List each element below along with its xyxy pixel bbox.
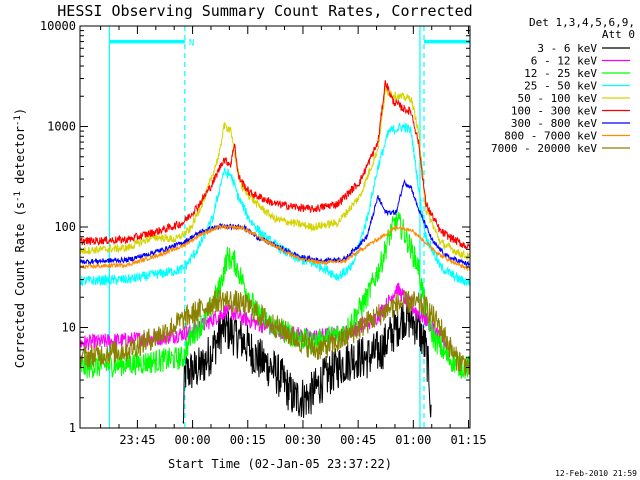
annotation-0: N [189,39,194,49]
x-tick-label-2: 00:15 [230,433,266,447]
footer-date: 12-Feb-2010 21:59 [555,469,637,478]
series-line-7 [80,223,470,272]
legend-label-6: 300 - 800 keV [511,117,597,130]
legend-label-7: 800 - 7000 keV [504,130,597,143]
y-tick-label-3: 1000 [47,120,76,134]
x-tick-label-4: 00:45 [340,433,376,447]
y-tick-label-1: 10 [62,321,76,335]
legend-label-5: 100 - 300 keV [511,105,597,118]
legend-label-4: 50 - 100 keV [518,92,598,105]
x-tick-label-6: 01:15 [450,433,486,447]
legend-label-1: 6 - 12 keV [531,55,598,68]
legend-label-8: 7000 - 20000 keV [491,142,597,155]
legend-label-3: 25 - 50 keV [524,80,597,93]
series-line-5 [80,80,470,250]
legend-header-line-1: Det 1,3,4,5,6,9, [529,16,635,29]
legend-header-line-2: Att 0 [602,28,635,41]
x-tick-label-1: 00:00 [175,433,211,447]
series-line-2 [80,208,470,379]
y-axis-label: Corrected Count Rate (s-1 detector-1) [13,108,27,368]
y-axis-label-sup-1: -1 [13,191,23,202]
y-tick-label-4: 10000 [40,19,76,33]
series-line-6 [80,178,470,267]
y-tick-label-2: 100 [54,220,76,234]
y-axis-label-sup-2: -1 [13,115,23,126]
axes: 1 10 100 1000 10000 23:45 00:00 00:15 00:30 00:45… [40,19,487,447]
y-axis-label-part-a: Corrected Count Rate (s [13,202,27,368]
y-tick-label-0: 1 [69,421,76,435]
legend-label-2: 12 - 25 keV [524,67,597,80]
legend-label-0: 3 - 6 keV [537,42,597,55]
x-tick-label-5: 01:00 [395,433,431,447]
chart-title: HESSI Observing Summary Count Rates, Cor… [57,2,472,20]
x-tick-label-3: 00:30 [285,433,321,447]
x-tick-label-0: 23:45 [119,433,155,447]
y-axis-label-part-c: detector [13,126,27,191]
series-line-8 [80,289,470,376]
series-line-4 [80,86,470,260]
y-axis-label-part-e: ) [13,108,27,115]
x-axis-label: Start Time (02-Jan-05 23:37:22) [168,457,392,471]
series-line-3 [80,121,470,287]
plot-area [80,26,470,428]
